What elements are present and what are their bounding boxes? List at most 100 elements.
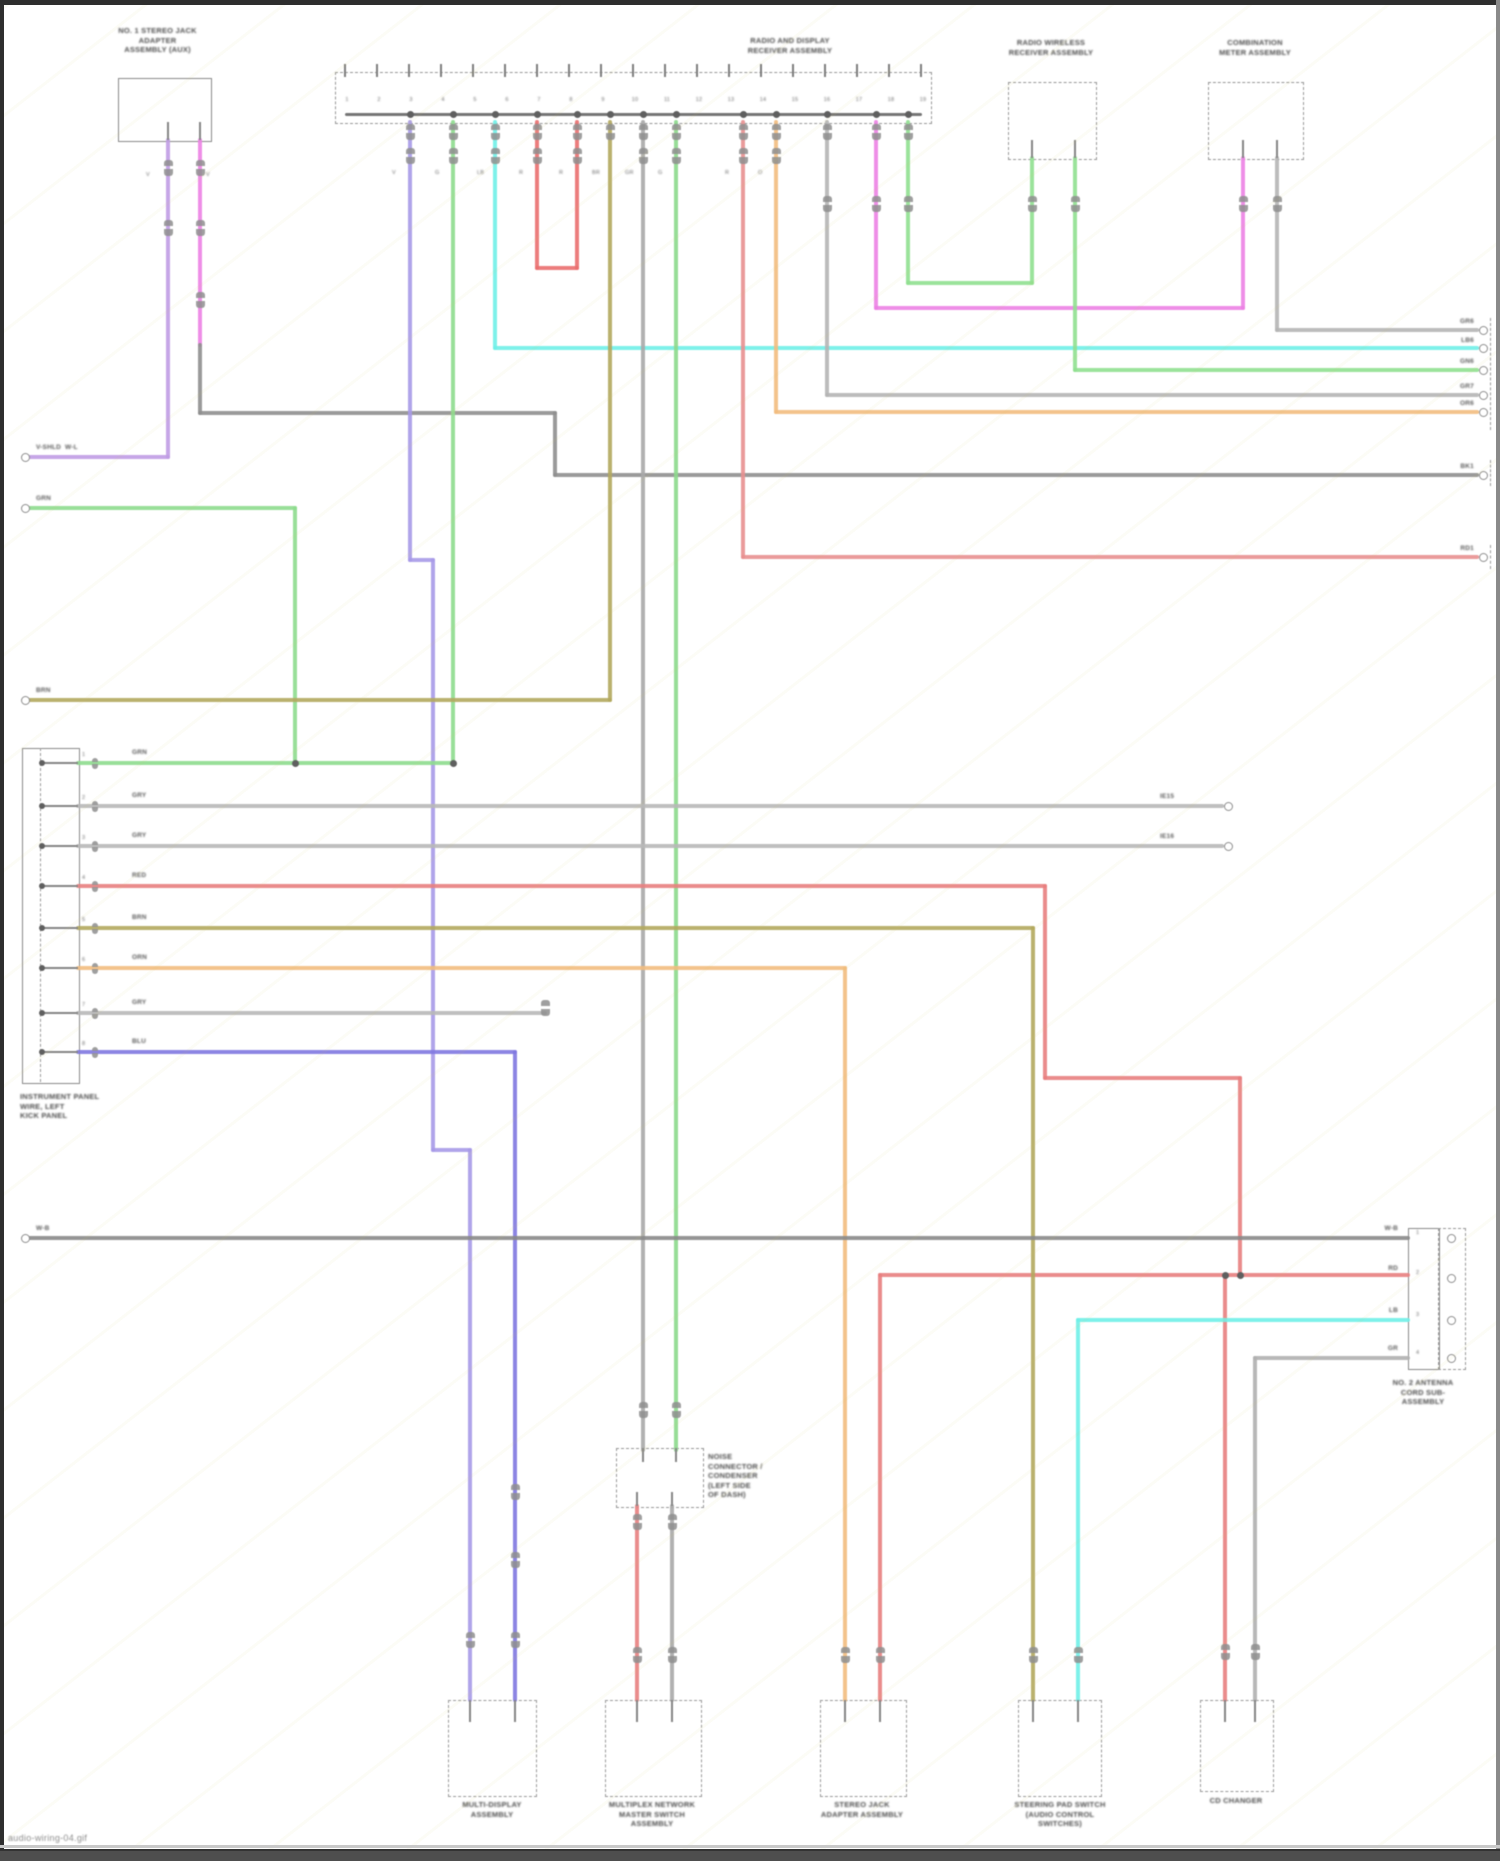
left-term-tag-2: GRN	[36, 495, 52, 502]
inline-connector-symbol	[771, 148, 781, 164]
wire-meter-gray-to-edge	[1275, 156, 1279, 332]
wire-mc-brown	[28, 698, 612, 702]
connector-pin-number: 4	[441, 97, 445, 103]
wire-mc-magenta-to-meter	[873, 305, 1246, 311]
inline-connector-symbol	[1272, 196, 1282, 212]
connector-pin-number: 10	[631, 97, 639, 103]
bottom-right-connector-solid	[1408, 1228, 1440, 1370]
lc-pin-2: 2	[82, 795, 86, 801]
inline-connector-symbol	[667, 1514, 677, 1530]
component-pin-stub	[1241, 140, 1245, 158]
bus-junction-dot	[573, 110, 581, 118]
drop-tag-g2: G	[658, 170, 663, 176]
left-connector-label: INSTRUMENT PANEL WIRE, LEFT KICK PANEL	[20, 1092, 100, 1120]
left-term-tag-4: W-B	[36, 1225, 50, 1232]
connector-pin-number: 8	[569, 97, 573, 103]
wire-lc-row7-gray	[76, 1011, 547, 1015]
tl-wire-tag-1: V	[146, 172, 150, 178]
bottom-box-3	[820, 1700, 907, 1797]
component-pin-stub	[1073, 140, 1077, 158]
connector-pin-number: 15	[791, 97, 799, 103]
pin-joint-symbol	[92, 757, 98, 769]
br-pin-tag-4: GR	[1387, 1345, 1398, 1352]
wire-lc-row8-blue	[513, 1050, 517, 1702]
terminal-circle	[20, 1233, 30, 1243]
bus-junction-dot	[904, 110, 912, 118]
inline-connector-symbol	[465, 1632, 475, 1648]
right-term-tag-3: GN6	[1460, 358, 1474, 365]
inline-connector-symbol	[405, 148, 415, 164]
inline-connector-symbol	[738, 148, 748, 164]
connector-pin-tick	[919, 64, 923, 77]
inline-connector-symbol	[195, 160, 205, 176]
terminal-circle	[1446, 1233, 1456, 1243]
bottom-box-4-label: STEERING PAD SWITCH (AUDIO CONTROL SWITC…	[1014, 1800, 1106, 1828]
drop-tag-g1: G	[435, 170, 440, 176]
bottom-box-5-label: CD CHANGER	[1209, 1796, 1263, 1805]
wire-lc-row2-gray	[76, 804, 1224, 808]
wire-lc-row6-orange	[843, 966, 847, 1702]
inline-connector-symbol	[1027, 196, 1037, 212]
bottom-box-5	[1200, 1700, 1274, 1792]
wire-mc-green-long	[674, 120, 678, 1452]
left-connector-inner-dash	[40, 748, 41, 1082]
bottom-box-1-label: MULTI-DISPLAY ASSEMBLY	[462, 1800, 522, 1819]
terminal-circle	[20, 695, 30, 705]
inline-connector-symbol	[822, 124, 832, 140]
br-pin-tag-3: LB	[1388, 1307, 1398, 1314]
connector-pin-number: 13	[727, 97, 735, 103]
terminal-circle	[1446, 1315, 1456, 1325]
lc-row-tag-4: RED	[132, 872, 147, 879]
wire-mc-orange-to-edge	[774, 120, 778, 414]
wire-mc-gray-long	[641, 120, 645, 1452]
right-term-tag-7: RD1	[1460, 545, 1474, 552]
terminal-circle	[1478, 343, 1488, 353]
wire-tl-magenta	[198, 138, 202, 347]
inline-connector-symbol	[771, 124, 781, 140]
inline-connector-symbol	[822, 196, 832, 212]
wire-junction-dot	[291, 759, 299, 767]
lc-pin-4: 4	[82, 875, 86, 881]
wire-mc-magenta-to-meter	[1240, 155, 1246, 311]
combination-meter-box	[1208, 82, 1304, 160]
component-pin-stub	[513, 1700, 517, 1722]
inline-connector-symbol	[1250, 1644, 1260, 1660]
component-pin-stub	[166, 122, 170, 140]
lc-pin-1: 1	[82, 752, 86, 758]
wire-meter-gray-to-edge	[1275, 328, 1479, 332]
wire-mc-green-u-to-radio	[905, 280, 1035, 286]
left-connector-pin-dot	[39, 925, 45, 931]
drop-tag-lb: LB	[477, 170, 485, 176]
wire-lc-row5-olive	[1031, 926, 1035, 1702]
left-connector-pin-dot	[39, 803, 45, 809]
wire-mc-violet-blue	[408, 120, 412, 562]
inline-connector-symbol	[671, 124, 681, 140]
wire-lc-row8-blue	[76, 1050, 517, 1054]
lc-row-tag-8: BLU	[132, 1038, 146, 1045]
wire-br-cyan	[1076, 1318, 1080, 1702]
bus-junction-dot	[533, 110, 541, 118]
wire-mc-red-u-loop	[534, 265, 580, 271]
component-pin-stub	[468, 1700, 472, 1722]
drop-tag-r3: R	[725, 170, 730, 176]
inline-connector-symbol	[448, 124, 458, 140]
combination-meter-title: COMBINATION METER ASSEMBLY	[1219, 38, 1291, 57]
inline-connector-symbol	[572, 124, 582, 140]
lc-pin-7: 7	[82, 1002, 86, 1008]
terminal-circle	[1446, 1353, 1456, 1363]
bottom-box-2-label: MULTIPLEX NETWORK MASTER SWITCH ASSEMBLY	[608, 1800, 696, 1828]
left-connector-pin-dot	[39, 760, 45, 766]
component-pin-stub	[1031, 1700, 1035, 1722]
left-connector-pin-dot	[39, 843, 45, 849]
bottom-box-2	[605, 1700, 702, 1797]
wire-mc-gray-to-edge	[825, 120, 829, 397]
inline-connector-symbol	[510, 1632, 520, 1648]
connector-pin-tick	[599, 64, 603, 77]
bus-junction-dot	[672, 110, 680, 118]
connector-pin-number: 9	[601, 97, 605, 103]
wire-mc-red-to-edge	[741, 120, 745, 559]
component-pin-stub	[635, 1700, 639, 1722]
wire-lc-row4-red	[1238, 1076, 1242, 1277]
terminal-circle	[1478, 470, 1488, 480]
